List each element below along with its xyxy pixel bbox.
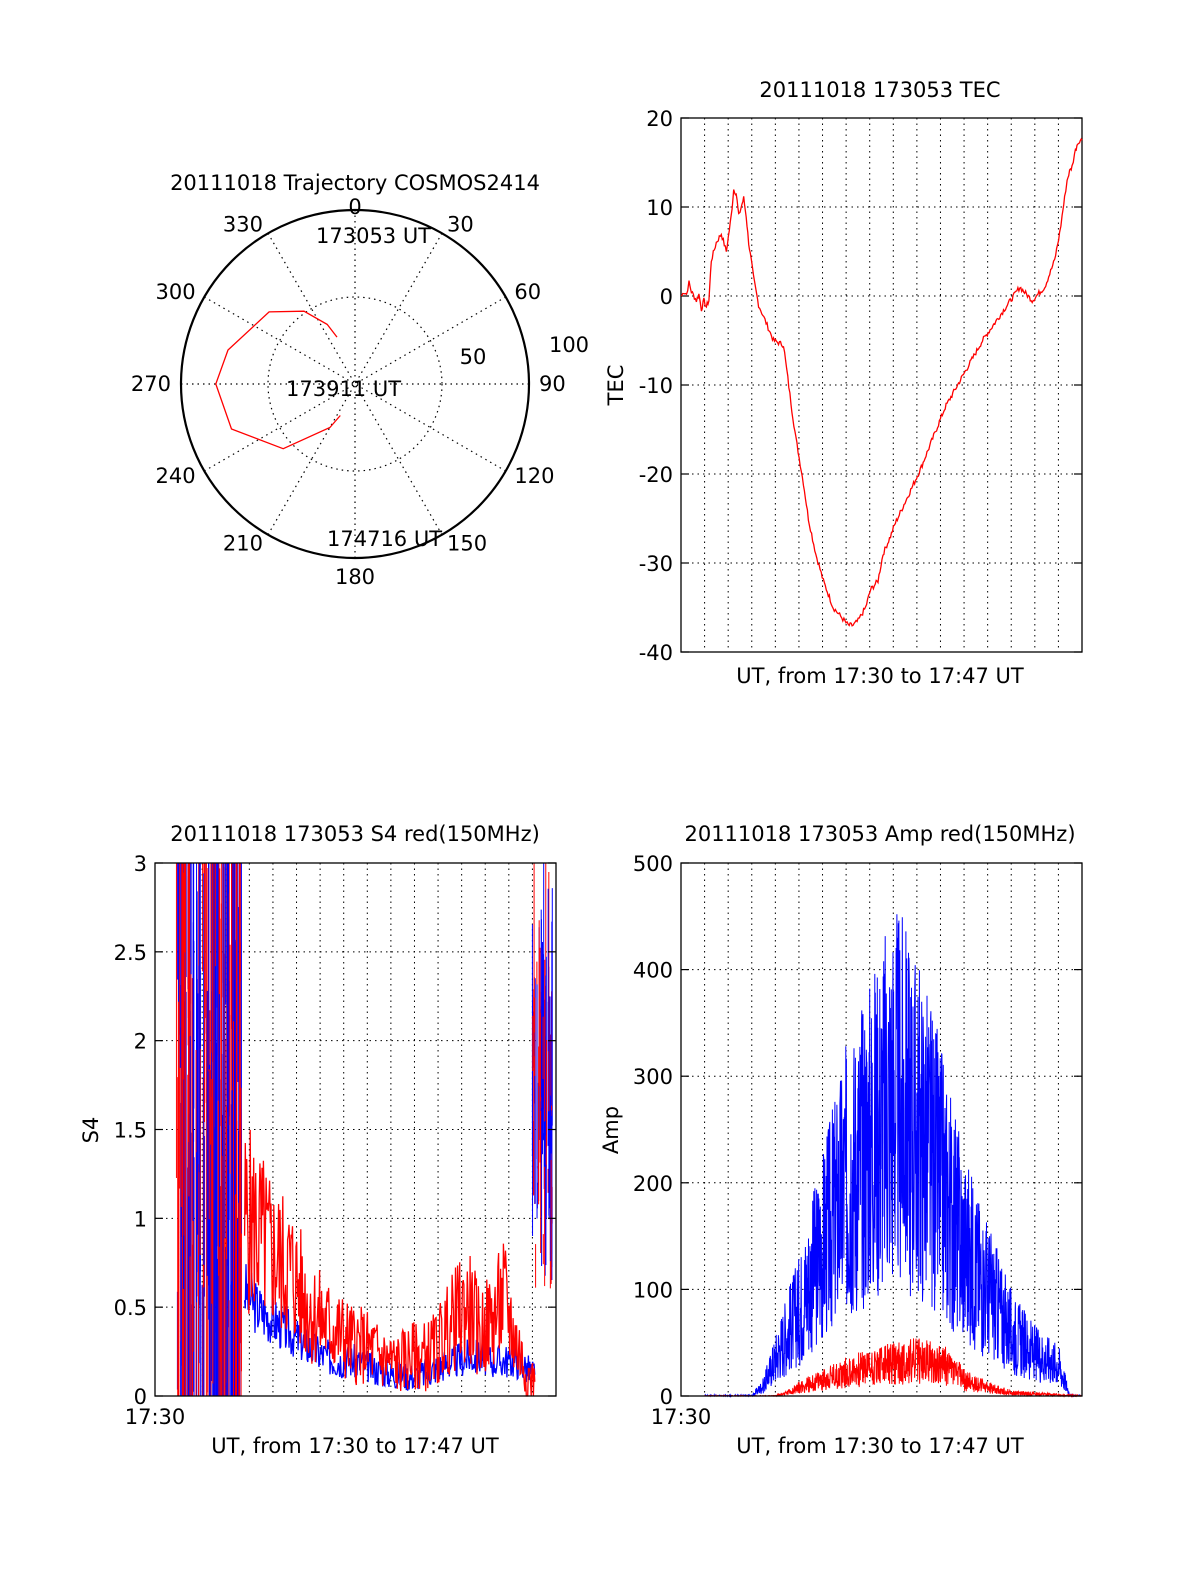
polar-grid — [179, 208, 531, 560]
polar-radial-label-50: 50 — [460, 345, 487, 369]
tec-ytick-label: 10 — [646, 196, 673, 220]
tec-plot-frame — [680, 117, 1083, 653]
amp-title: 20111018 173053 Amp red(150MHz) — [684, 822, 1075, 846]
s4-title: 20111018 173053 S4 red(150MHz) — [170, 822, 540, 846]
amp-plot-frame — [680, 862, 1083, 1397]
s4-panel: 20111018 173053 S4 red(150MHz) 3 2.5 2 1.5 1… — [79, 822, 557, 1458]
s4-ytick-label: 1 — [134, 1207, 147, 1231]
polar-radial-label-100: 100 — [549, 333, 589, 357]
amp-panel: 20111018 173053 Amp red(150MHz) 500 400 30… — [599, 822, 1083, 1458]
polar-angle-label: 120 — [514, 464, 554, 488]
s4-ylabel: S4 — [79, 1117, 103, 1144]
s4-yticks: 3 2.5 2 1.5 1 0.5 0 — [114, 852, 556, 1409]
amp-yticks: 500 400 300 200 100 0 — [633, 852, 1082, 1409]
polar-angle-label: 150 — [447, 531, 487, 555]
polar-angle-label: 330 — [223, 213, 263, 237]
polar-trajectory-line — [215, 310, 341, 450]
tec-ytick-label: -30 — [639, 552, 673, 576]
s4-ytick-label: 0 — [134, 1385, 147, 1409]
tec-ytick-label: 20 — [646, 107, 673, 131]
polar-angle-label: 30 — [447, 213, 474, 237]
amp-blue-series-line — [704, 914, 1083, 1398]
tec-ytick-label: -20 — [639, 463, 673, 487]
amp-xtick-label: 17:30 — [651, 1405, 712, 1429]
polar-angle-label: 300 — [156, 280, 196, 304]
polar-inner-circle — [267, 296, 443, 472]
polar-annotation-mid: 173911 UT — [286, 377, 401, 401]
s4-xlabel: UT, from 17:30 to 17:47 UT — [211, 1434, 499, 1458]
tec-series-line — [680, 137, 1083, 627]
polar-angle-label: 240 — [156, 464, 196, 488]
amp-ytick-label: 0 — [660, 1385, 673, 1409]
s4-ytick-label: 2 — [134, 1030, 147, 1054]
polar-panel: 20111018 Trajectory COSMOS2414 0 30 60 90 12… — [131, 171, 589, 589]
tec-panel: 20111018 173053 TEC 20 10 0 -10 -20 -30 -40 UT… — [604, 78, 1083, 688]
tec-grid — [681, 118, 1082, 652]
polar-annotation-end: 174716 UT — [327, 527, 442, 551]
tec-ytick-label: 0 — [660, 285, 673, 309]
s4-ytick-label: 3 — [134, 852, 147, 876]
polar-angle-label: 0 — [348, 195, 361, 219]
polar-angle-label: 270 — [131, 372, 171, 396]
tec-xlabel: UT, from 17:30 to 17:47 UT — [736, 664, 1024, 688]
polar-angle-label: 180 — [335, 565, 375, 589]
polar-title: 20111018 Trajectory COSMOS2414 — [170, 171, 540, 195]
s4-noise-bands — [175, 863, 553, 1396]
tec-ytick-label: -10 — [639, 374, 673, 398]
amp-ytick-label: 200 — [633, 1172, 673, 1196]
tec-ytick-label: -40 — [639, 641, 673, 665]
amp-ytick-label: 400 — [633, 959, 673, 983]
s4-ytick-label: 0.5 — [114, 1296, 147, 1320]
polar-angle-label: 210 — [223, 531, 263, 555]
amp-xlabel: UT, from 17:30 to 17:47 UT — [736, 1434, 1024, 1458]
s4-red-series-line — [243, 1129, 536, 1397]
tec-yticks: 20 10 0 -10 -20 -30 -40 — [639, 107, 1082, 665]
polar-angle-labels: 0 30 60 90 120 150 180 210 240 270 300 330 — [131, 195, 566, 589]
amp-ytick-label: 100 — [633, 1278, 673, 1302]
s4-blue-series-line — [243, 1264, 536, 1391]
polar-angle-label: 90 — [539, 372, 566, 396]
polar-annotation-start: 173053 UT — [316, 224, 431, 248]
amp-ylabel: Amp — [599, 1106, 623, 1154]
amp-grid — [681, 863, 1082, 1396]
amp-ytick-label: 300 — [633, 1065, 673, 1089]
s4-ytick-label: 2.5 — [114, 941, 147, 965]
tec-title: 20111018 173053 TEC — [759, 78, 1000, 102]
tec-ylabel: TEC — [604, 365, 628, 407]
polar-angle-label: 60 — [514, 280, 541, 304]
s4-xtick-label: 17:30 — [125, 1405, 186, 1429]
s4-ytick-label: 1.5 — [114, 1119, 147, 1143]
amp-ytick-label: 500 — [633, 852, 673, 876]
